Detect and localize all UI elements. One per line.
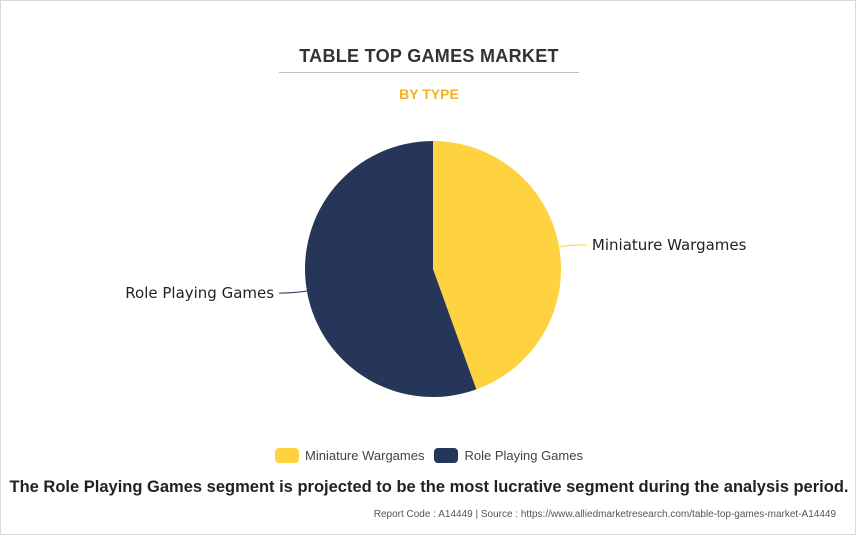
source-footer: Report Code : A14449 | Source : https://… — [373, 509, 836, 520]
legend-label: Miniature Wargames — [305, 448, 425, 463]
chart-subtitle: BY TYPE — [399, 86, 459, 102]
legend-item-role-playing-games[interactable]: Role Playing Games — [434, 448, 583, 463]
title-divider — [279, 72, 579, 73]
slice-label-miniature-wargames: Miniature Wargames — [592, 236, 747, 254]
chart-title: TABLE TOP GAMES MARKET — [299, 46, 559, 66]
legend-item-miniature-wargames[interactable]: Miniature Wargames — [275, 448, 424, 463]
legend-swatch-role-playing-games — [434, 448, 459, 463]
leader-line-miniature-wargames — [559, 244, 587, 248]
pie-slice-role-playing-games[interactable] — [305, 141, 477, 397]
slice-label-role-playing-games: Role Playing Games — [125, 284, 274, 302]
pie-slice-miniature-wargames[interactable] — [433, 141, 561, 390]
legend-label: Role Playing Games — [464, 448, 583, 463]
legend-swatch-miniature-wargames — [275, 448, 300, 463]
leader-line-role-playing-games — [279, 290, 307, 294]
legend: Miniature Wargames Role Playing Games — [0, 448, 858, 463]
key-finding-statement: The Role Playing Games segment is projec… — [9, 478, 849, 496]
